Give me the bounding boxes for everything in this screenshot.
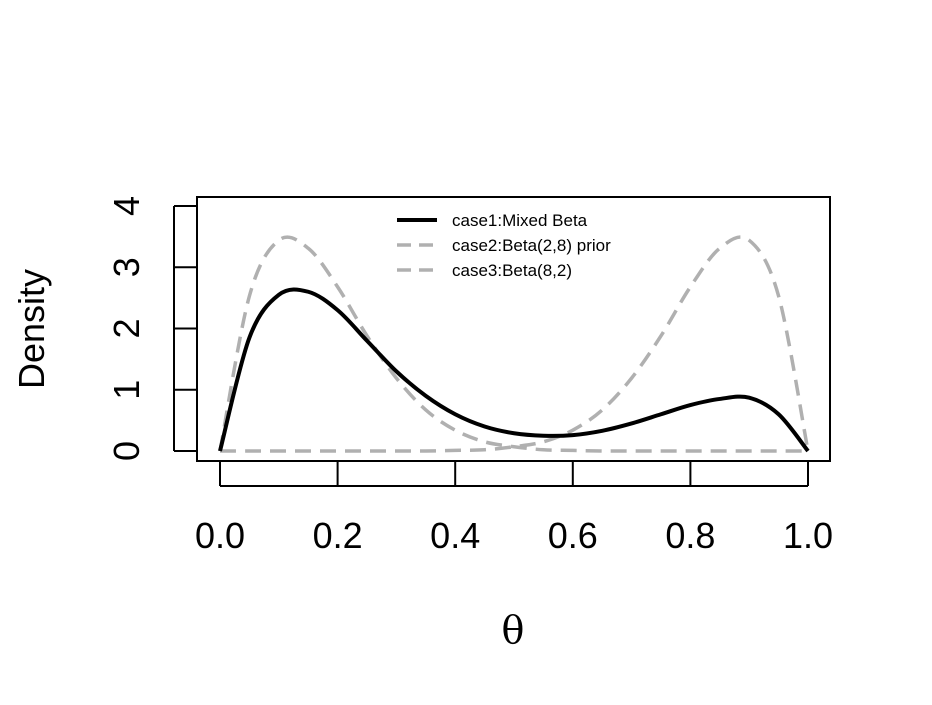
x-tick-label: 0.4 bbox=[430, 515, 480, 556]
y-axis: 0 1 2 3 4 bbox=[106, 196, 197, 461]
legend-label: case3:Beta(8,2) bbox=[452, 261, 572, 280]
y-axis-title: Density bbox=[11, 269, 52, 389]
x-tick-label: 1.0 bbox=[783, 515, 833, 556]
x-tick-label: 0.6 bbox=[548, 515, 598, 556]
series-line-2 bbox=[218, 235, 808, 453]
y-tick-label: 2 bbox=[106, 318, 147, 338]
y-tick-label: 3 bbox=[106, 257, 147, 277]
x-tick-label: 0.0 bbox=[195, 515, 245, 556]
y-tick-label: 4 bbox=[106, 196, 147, 216]
legend-label: case2:Beta(2,8) prior bbox=[452, 236, 611, 255]
y-tick-label: 1 bbox=[106, 380, 147, 400]
series-layer bbox=[218, 235, 810, 453]
x-tick-label: 0.2 bbox=[313, 515, 363, 556]
y-tick-label: 0 bbox=[106, 441, 147, 461]
series-line-3 bbox=[219, 235, 810, 453]
x-axis-title: θ bbox=[502, 608, 525, 652]
x-axis: 0.0 0.2 0.4 0.6 0.8 1.0 bbox=[195, 462, 833, 556]
series-line-1 bbox=[218, 287, 810, 453]
legend-label: case1:Mixed Beta bbox=[452, 211, 588, 230]
legend: case1:Mixed Beta case2:Beta(2,8) prior cas… bbox=[397, 211, 611, 280]
x-tick-label: 0.8 bbox=[665, 515, 715, 556]
